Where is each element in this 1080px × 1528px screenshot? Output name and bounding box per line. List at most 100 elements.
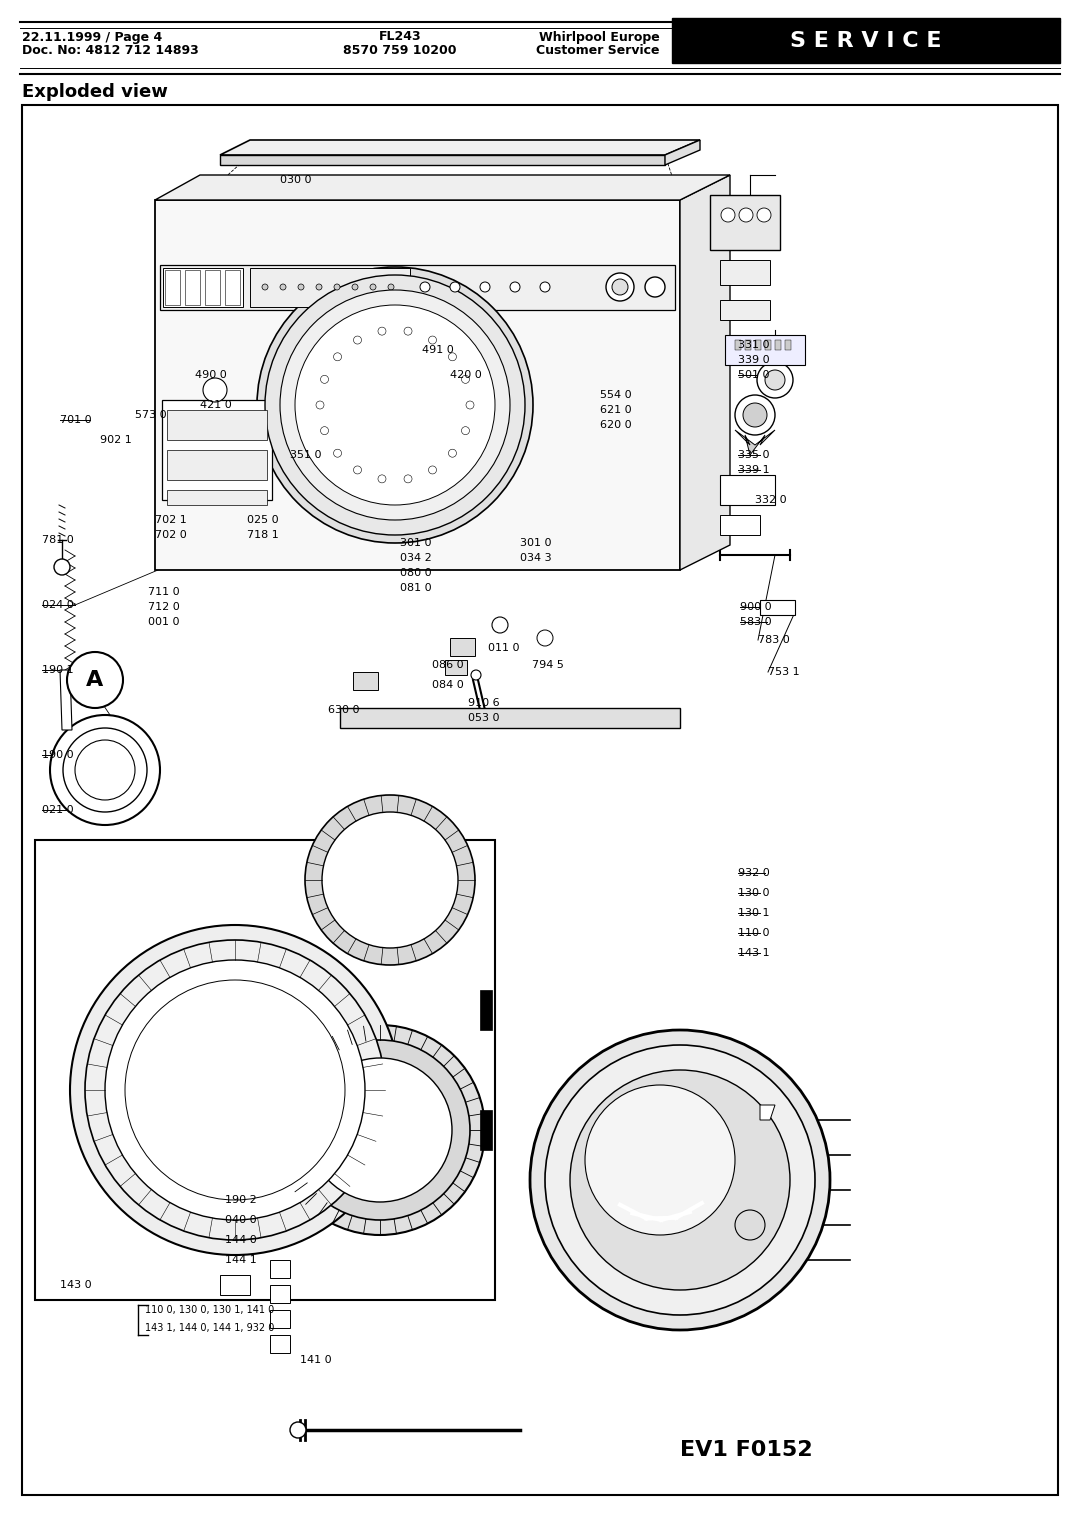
Bar [735,341,741,350]
Text: FL243: FL243 [379,31,421,43]
Circle shape [316,400,324,410]
Text: 040 0: 040 0 [225,1215,257,1225]
Circle shape [85,940,384,1241]
Text: 086 0: 086 0 [432,660,463,669]
Bar [480,990,492,1030]
Circle shape [757,362,793,397]
Circle shape [606,274,634,301]
Circle shape [765,370,785,390]
Polygon shape [760,1105,775,1120]
Bar [480,1109,492,1151]
Circle shape [262,284,268,290]
Text: 554 0: 554 0 [600,390,632,400]
Circle shape [265,275,525,535]
Circle shape [125,979,345,1199]
Circle shape [334,284,340,290]
Bar [745,341,751,350]
Circle shape [352,284,357,290]
Bar [725,335,805,365]
Text: 130 1: 130 1 [738,908,769,918]
Bar [785,341,791,350]
Bar [755,341,761,350]
Text: 130 0: 130 0 [738,888,769,898]
Text: 053 0: 053 0 [468,714,499,723]
Circle shape [295,306,495,504]
Text: 301 0: 301 0 [400,538,432,549]
Circle shape [75,740,135,801]
Circle shape [67,652,123,707]
Circle shape [316,284,322,290]
Circle shape [757,208,771,222]
Text: 339 1: 339 1 [738,465,770,475]
Text: 141 0: 141 0 [300,1355,332,1365]
Text: 034 2: 034 2 [400,553,432,562]
Bar [249,267,410,307]
Polygon shape [156,176,730,200]
Circle shape [465,400,474,410]
Circle shape [429,466,436,474]
Circle shape [378,327,386,335]
Text: 902 1: 902 1 [100,435,132,445]
Circle shape [305,795,475,966]
Bar [380,429,470,500]
Text: 190 1: 190 1 [42,665,73,675]
Bar [450,639,475,656]
Text: S E R V I C E: S E R V I C E [791,31,942,50]
Text: 421 0: 421 0 [200,400,232,410]
Circle shape [743,403,767,426]
Bar [220,1274,249,1296]
Circle shape [203,377,227,402]
Text: 712 0: 712 0 [148,602,179,613]
Circle shape [461,376,470,384]
Text: 025 0: 025 0 [247,515,279,526]
Circle shape [448,353,457,361]
Circle shape [280,290,510,520]
Circle shape [448,449,457,457]
Circle shape [450,283,460,292]
Text: 143 0: 143 0 [60,1280,92,1290]
Circle shape [480,283,490,292]
Circle shape [322,811,458,947]
Text: 900 0: 900 0 [740,602,771,613]
Bar [163,267,243,307]
Bar [340,707,680,727]
Text: 702 0: 702 0 [156,530,187,539]
Text: Doc. No: 4812 712 14893: Doc. No: 4812 712 14893 [22,44,199,58]
Circle shape [291,1041,470,1219]
Bar [720,220,770,251]
Text: 701 0: 701 0 [60,416,92,425]
Circle shape [471,669,481,680]
Text: 711 0: 711 0 [148,587,179,597]
Circle shape [50,715,160,825]
Bar [160,264,675,310]
Text: 331 0: 331 0 [738,341,769,350]
Text: 621 0: 621 0 [600,405,632,416]
Text: 301 0: 301 0 [519,538,552,549]
Text: 190 2: 190 2 [225,1195,257,1206]
Text: 143 1, 144 0, 144 1, 932 0: 143 1, 144 0, 144 1, 932 0 [145,1323,274,1332]
Bar [156,200,680,570]
Text: 783 0: 783 0 [758,636,789,645]
Text: Customer Service: Customer Service [537,44,660,58]
Bar [710,196,780,251]
Bar [162,400,272,500]
Text: 084 0: 084 0 [432,680,463,691]
Text: 110 0, 130 0, 130 1, 141 0: 110 0, 130 0, 130 1, 141 0 [145,1305,274,1316]
Circle shape [461,426,470,434]
Circle shape [275,1025,485,1235]
Circle shape [585,1085,735,1235]
Circle shape [540,283,550,292]
Circle shape [570,1070,789,1290]
Text: 011 0: 011 0 [488,643,519,652]
Circle shape [353,336,362,344]
Circle shape [645,277,665,296]
Polygon shape [665,141,700,165]
Text: 080 0: 080 0 [400,568,432,578]
Text: 583 0: 583 0 [740,617,771,626]
Circle shape [353,466,362,474]
Circle shape [298,284,303,290]
Text: 702 1: 702 1 [156,515,187,526]
Circle shape [404,327,413,335]
Bar [760,601,795,614]
Text: 024 0: 024 0 [42,601,73,610]
